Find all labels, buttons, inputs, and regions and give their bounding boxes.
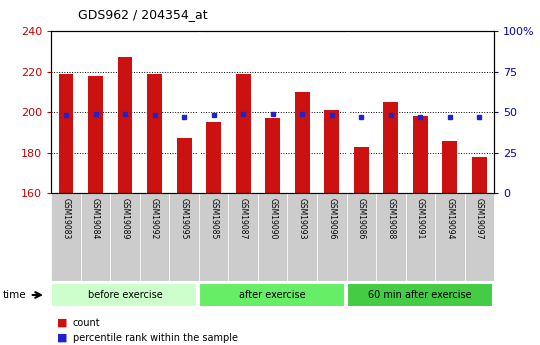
- Text: GSM19095: GSM19095: [180, 198, 188, 239]
- Text: GSM19083: GSM19083: [62, 198, 71, 239]
- Bar: [406, 193, 435, 281]
- Text: ■: ■: [57, 318, 67, 327]
- Bar: [265, 118, 280, 193]
- Bar: [295, 92, 309, 193]
- Text: GSM19091: GSM19091: [416, 198, 425, 239]
- Text: GSM19097: GSM19097: [475, 198, 484, 239]
- FancyBboxPatch shape: [51, 283, 198, 307]
- Bar: [59, 73, 73, 193]
- Bar: [140, 193, 170, 281]
- Bar: [51, 193, 81, 281]
- Bar: [435, 193, 464, 281]
- Bar: [472, 157, 487, 193]
- Text: time: time: [3, 290, 26, 300]
- Bar: [464, 193, 494, 281]
- Text: GSM19086: GSM19086: [357, 198, 366, 239]
- Text: GSM19090: GSM19090: [268, 198, 277, 239]
- Text: 60 min after exercise: 60 min after exercise: [368, 290, 472, 300]
- Bar: [287, 193, 317, 281]
- Bar: [325, 110, 339, 193]
- Text: count: count: [73, 318, 100, 327]
- Text: GDS962 / 204354_at: GDS962 / 204354_at: [78, 8, 208, 21]
- Bar: [376, 193, 406, 281]
- Bar: [206, 122, 221, 193]
- Text: GSM19096: GSM19096: [327, 198, 336, 239]
- Text: before exercise: before exercise: [87, 290, 163, 300]
- FancyBboxPatch shape: [347, 283, 492, 307]
- Bar: [110, 193, 140, 281]
- FancyBboxPatch shape: [199, 283, 345, 307]
- Text: GSM19085: GSM19085: [209, 198, 218, 239]
- Bar: [118, 57, 132, 193]
- Text: ■: ■: [57, 333, 67, 343]
- Bar: [317, 193, 347, 281]
- Bar: [228, 193, 258, 281]
- Bar: [383, 102, 398, 193]
- Bar: [81, 193, 110, 281]
- Text: GSM19089: GSM19089: [120, 198, 130, 239]
- Bar: [177, 138, 192, 193]
- Bar: [413, 116, 428, 193]
- Bar: [88, 76, 103, 193]
- Bar: [354, 147, 369, 193]
- Text: GSM19084: GSM19084: [91, 198, 100, 239]
- Bar: [236, 73, 251, 193]
- Bar: [199, 193, 228, 281]
- Text: GSM19093: GSM19093: [298, 198, 307, 239]
- Bar: [170, 193, 199, 281]
- Text: GSM19092: GSM19092: [150, 198, 159, 239]
- Text: after exercise: after exercise: [239, 290, 306, 300]
- Text: GSM19088: GSM19088: [386, 198, 395, 239]
- Bar: [442, 140, 457, 193]
- Bar: [258, 193, 287, 281]
- Text: GSM19087: GSM19087: [239, 198, 248, 239]
- Text: GSM19094: GSM19094: [446, 198, 454, 239]
- Bar: [347, 193, 376, 281]
- Text: percentile rank within the sample: percentile rank within the sample: [73, 333, 238, 343]
- Bar: [147, 73, 162, 193]
